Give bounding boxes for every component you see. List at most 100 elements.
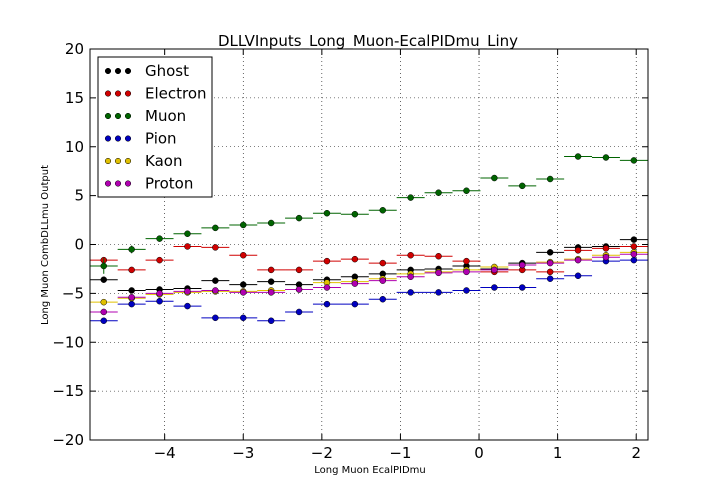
data-point bbox=[295, 214, 303, 222]
y-tick-label: 5 bbox=[74, 187, 84, 205]
data-point bbox=[574, 153, 582, 160]
series-proton bbox=[89, 251, 648, 316]
legend-box bbox=[97, 56, 213, 198]
y-axis-label: Long Muon CombDLLmu Output bbox=[40, 165, 51, 325]
data-point bbox=[491, 174, 498, 182]
data-point bbox=[519, 182, 526, 190]
data-point bbox=[156, 235, 163, 242]
legend-label: Electron bbox=[145, 85, 207, 103]
data-point bbox=[240, 289, 247, 296]
data-point bbox=[240, 314, 247, 322]
legend-marker bbox=[104, 112, 112, 120]
data-point bbox=[100, 317, 108, 324]
data-point bbox=[379, 295, 387, 303]
data-point bbox=[295, 266, 303, 274]
data-point bbox=[184, 302, 191, 310]
data-point bbox=[519, 261, 526, 269]
data-point bbox=[630, 243, 638, 250]
y-tick-label: 15 bbox=[65, 89, 84, 107]
data-point bbox=[379, 207, 387, 214]
legend-entry-ghost: Ghost bbox=[104, 62, 189, 80]
data-point bbox=[267, 317, 275, 324]
x-tick-label: −4 bbox=[154, 444, 176, 462]
x-tick-label: 1 bbox=[553, 444, 563, 462]
data-point bbox=[267, 219, 275, 227]
y-tick-label: −20 bbox=[52, 431, 84, 449]
data-point bbox=[184, 230, 191, 237]
data-point bbox=[463, 257, 470, 265]
data-point bbox=[574, 256, 582, 264]
data-point bbox=[295, 286, 303, 293]
legend-label: Pion bbox=[145, 130, 177, 148]
data-point bbox=[379, 259, 387, 267]
legend-entry-kaon: Kaon bbox=[104, 152, 182, 170]
data-point bbox=[351, 255, 359, 263]
legend-marker bbox=[104, 180, 112, 187]
legend-entry-electron: Electron bbox=[104, 85, 207, 103]
series-muon bbox=[89, 153, 648, 274]
data-point bbox=[323, 209, 331, 217]
data-point bbox=[240, 221, 247, 229]
data-point bbox=[128, 266, 135, 274]
data-point bbox=[156, 297, 163, 305]
data-point bbox=[267, 266, 275, 274]
data-point bbox=[128, 287, 135, 294]
data-point bbox=[267, 278, 275, 285]
y-tick-label: 0 bbox=[74, 236, 84, 254]
legend-entry-muon: Muon bbox=[104, 107, 186, 125]
data-point bbox=[463, 268, 470, 276]
data-point bbox=[295, 308, 303, 316]
legend-marker bbox=[124, 90, 132, 97]
series-pion bbox=[89, 256, 648, 324]
data-point bbox=[184, 243, 191, 250]
legend-entry-proton: Proton bbox=[104, 175, 193, 193]
data-point bbox=[351, 280, 359, 287]
data-point bbox=[240, 281, 247, 288]
data-point bbox=[100, 298, 108, 306]
data-point bbox=[630, 236, 638, 243]
data-point bbox=[491, 284, 498, 291]
legend-marker bbox=[104, 157, 112, 165]
legend-marker bbox=[104, 67, 112, 75]
chart-title: DLLVInputs_Long_Muon-EcalPIDmu_Liny bbox=[218, 32, 518, 51]
data-point bbox=[323, 257, 331, 265]
data-point bbox=[519, 284, 526, 291]
x-tick-label: 0 bbox=[474, 444, 484, 462]
data-point bbox=[379, 277, 387, 284]
x-tick-label: 2 bbox=[631, 444, 641, 462]
data-point bbox=[351, 300, 359, 308]
data-point bbox=[212, 244, 219, 251]
data-point bbox=[602, 245, 610, 252]
legend: Ghost Electron Muon Pion Kaon Proton bbox=[97, 56, 213, 198]
data-point bbox=[212, 287, 219, 294]
legend-marker bbox=[114, 67, 122, 75]
data-point bbox=[156, 256, 163, 264]
data-point bbox=[128, 300, 135, 308]
data-point bbox=[212, 277, 219, 284]
legend-marker bbox=[124, 135, 132, 142]
data-point bbox=[323, 300, 331, 308]
legend-marker bbox=[114, 112, 122, 120]
series-ghost bbox=[89, 236, 648, 294]
y-tick-label: −5 bbox=[62, 284, 84, 302]
data-point bbox=[491, 266, 498, 274]
legend-marker bbox=[114, 157, 122, 165]
y-tick-label: −10 bbox=[52, 333, 84, 351]
data-point bbox=[267, 289, 275, 296]
legend-marker bbox=[104, 90, 112, 97]
legend-marker bbox=[124, 157, 132, 165]
data-point bbox=[630, 256, 638, 264]
data-point bbox=[128, 294, 135, 301]
legend-marker bbox=[124, 112, 132, 120]
data-point bbox=[574, 247, 582, 254]
legend-entry-pion: Pion bbox=[104, 130, 177, 148]
legend-marker bbox=[114, 135, 122, 142]
data-point bbox=[546, 268, 554, 276]
legend-label: Ghost bbox=[145, 62, 189, 80]
data-point bbox=[463, 187, 470, 194]
data-point bbox=[407, 194, 414, 201]
data-point bbox=[630, 157, 638, 164]
data-point bbox=[240, 252, 247, 259]
x-tick-label: −2 bbox=[311, 444, 333, 462]
